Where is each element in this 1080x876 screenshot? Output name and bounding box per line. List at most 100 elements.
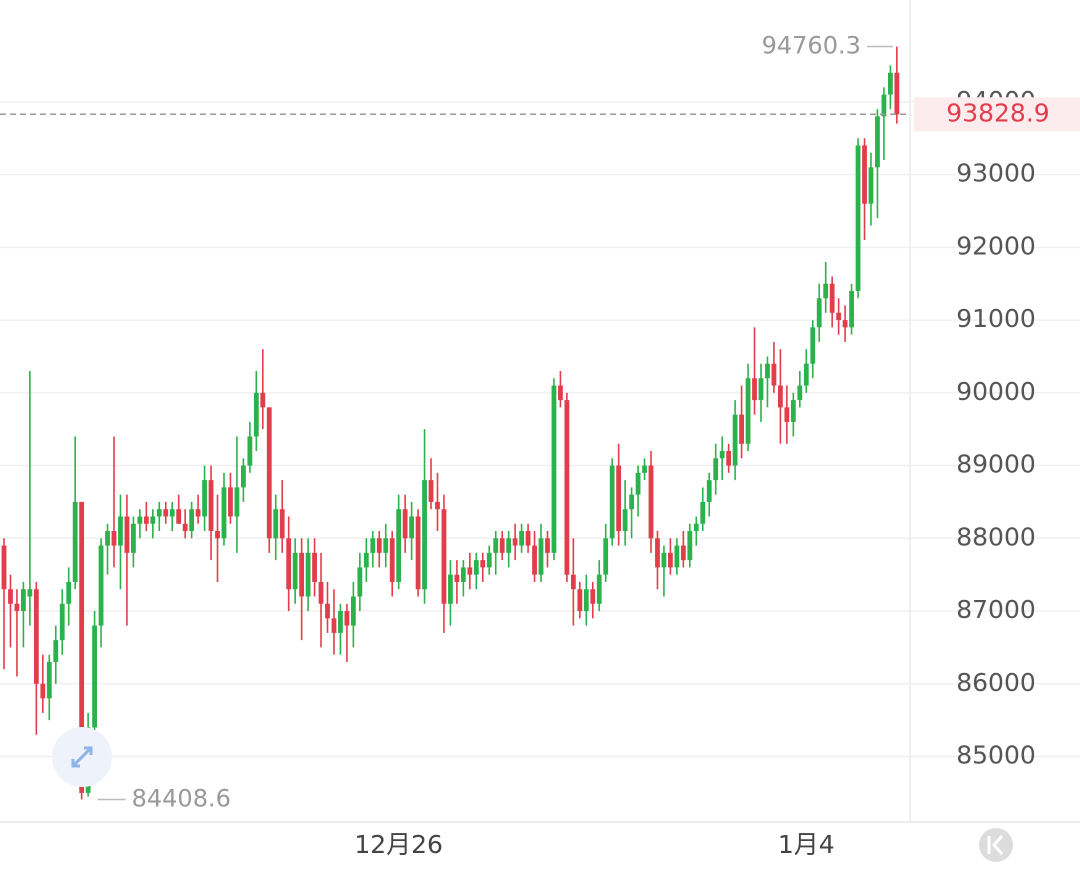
x-tick-label: 12月26: [354, 830, 443, 859]
candle-body: [596, 574, 602, 604]
candle-body: [486, 552, 492, 568]
candle-body: [234, 487, 240, 517]
candle-body: [305, 552, 311, 597]
candle-body: [208, 480, 214, 532]
last-price-box: [914, 97, 1080, 132]
candle-body: [253, 392, 259, 437]
candle-body: [454, 574, 460, 582]
candle-body: [344, 611, 350, 626]
candle-body: [558, 385, 563, 401]
candle-body: [622, 509, 628, 532]
candle-body: [215, 531, 220, 539]
candle-body: [648, 465, 654, 539]
candle-body: [545, 538, 550, 553]
candle-body: [325, 603, 330, 619]
candle-body: [72, 501, 78, 582]
candle-body: [525, 531, 531, 546]
candle-body: [661, 552, 667, 568]
candle-body: [668, 552, 673, 568]
candle-body: [842, 320, 848, 328]
candle-body: [40, 683, 46, 699]
y-tick-label: 90000: [956, 377, 1036, 406]
candle-body: [635, 472, 641, 495]
y-tick-label: 85000: [956, 741, 1036, 770]
candle-body: [570, 574, 576, 590]
candle-body: [428, 480, 434, 502]
candle-body: [739, 414, 744, 444]
candle-body: [195, 509, 201, 517]
high-label: 94760.3: [762, 32, 861, 60]
candle-body: [855, 145, 861, 291]
candle-body: [480, 560, 486, 568]
candle-body: [182, 523, 188, 532]
candle-body: [506, 538, 512, 553]
candle-body: [719, 451, 725, 459]
candle-body: [629, 494, 634, 510]
candle-body: [577, 589, 583, 612]
candle-body: [810, 327, 816, 364]
candle-body: [499, 538, 505, 553]
candle-body: [713, 458, 719, 481]
candle-body: [868, 167, 874, 204]
candle-body: [33, 589, 39, 684]
candle-body: [137, 516, 143, 524]
candle-body: [765, 363, 770, 379]
candle-body: [299, 552, 305, 597]
y-tick-label: 89000: [956, 450, 1036, 479]
x-tick-label: 1月4: [778, 830, 835, 859]
candle-body: [609, 465, 615, 539]
candle-body: [797, 385, 803, 401]
candle-body: [247, 436, 253, 466]
candle-body: [143, 516, 149, 524]
y-tick-label: 87000: [956, 595, 1036, 624]
candle-body: [790, 400, 796, 422]
candle-body: [292, 552, 298, 590]
candle-body: [396, 509, 402, 582]
zoom-button[interactable]: [52, 727, 112, 787]
candle-body: [92, 625, 97, 728]
candle-body: [532, 545, 537, 575]
candle-body: [105, 531, 110, 546]
reset-button[interactable]: [979, 828, 1013, 862]
candle-body: [363, 552, 369, 568]
candle-body: [700, 501, 706, 524]
y-tick-label: 91000: [956, 304, 1036, 333]
candle-body: [583, 589, 589, 612]
candle-body: [448, 574, 453, 604]
candle-body: [53, 640, 59, 662]
candle-body: [875, 116, 880, 168]
candle-body: [732, 414, 738, 466]
candle-body: [784, 407, 790, 422]
candle-body: [279, 509, 285, 539]
candle-body: [745, 378, 751, 444]
candle-body: [435, 501, 440, 510]
candle-body: [331, 618, 337, 633]
candle-body: [564, 400, 570, 575]
candle-body: [350, 596, 356, 626]
candle-body: [357, 567, 363, 597]
candle-body: [538, 538, 544, 575]
candle-body: [881, 94, 887, 117]
candle-body: [473, 560, 479, 575]
candle-body: [59, 603, 65, 641]
candle-body: [66, 581, 72, 604]
candle-body: [674, 545, 680, 568]
candle-body: [512, 538, 518, 546]
candle-body: [150, 516, 156, 524]
candle-body: [642, 465, 647, 473]
candle-body: [467, 567, 473, 575]
y-tick-label: 88000: [956, 522, 1036, 551]
overlay: 93828.9 94760.3 84408.6: [0, 32, 1080, 813]
candle-body: [14, 603, 20, 612]
candle-body: [441, 509, 447, 604]
candle-body: [98, 545, 104, 626]
candle-body: [240, 465, 246, 488]
candle-body: [266, 407, 272, 539]
candle-body: [680, 545, 686, 561]
candle-body: [338, 611, 343, 633]
candle-body: [758, 378, 764, 401]
candle-body: [551, 385, 557, 553]
candle-body: [687, 531, 693, 561]
candle-body: [409, 516, 415, 539]
